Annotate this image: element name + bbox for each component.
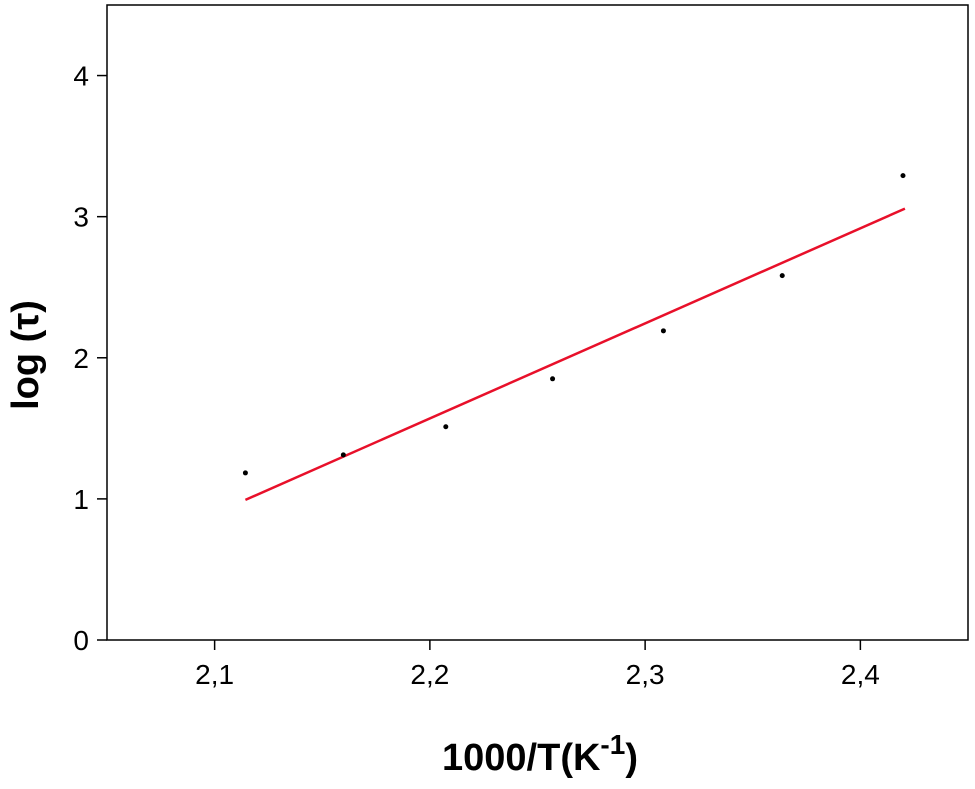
x-tick-label: 2,3 bbox=[626, 659, 665, 690]
plot-frame bbox=[106, 4, 969, 641]
x-axis-label-text: 1000/T(K bbox=[442, 737, 601, 779]
data-point bbox=[242, 470, 248, 476]
x-axis-label: 1000/T(K-1) bbox=[442, 729, 638, 779]
x-axis-label-suffix: ) bbox=[625, 737, 638, 779]
y-tick-label: 4 bbox=[73, 61, 89, 92]
y-tick-label: 0 bbox=[73, 625, 89, 656]
fit-line bbox=[244, 207, 906, 502]
y-tick-label: 2 bbox=[73, 343, 89, 374]
x-tick-label: 2,1 bbox=[195, 659, 234, 690]
y-axis-label: log (τ) bbox=[5, 300, 47, 410]
data-point bbox=[779, 273, 785, 279]
data-point bbox=[443, 424, 449, 430]
y-tick-label: 1 bbox=[73, 484, 89, 515]
data-point bbox=[550, 376, 556, 382]
x-tick-label: 2,4 bbox=[841, 659, 880, 690]
y-tick-label: 3 bbox=[73, 202, 89, 233]
data-point bbox=[660, 328, 666, 334]
x-axis-label-superscript: -1 bbox=[600, 729, 625, 760]
data-point bbox=[340, 452, 346, 458]
x-tick-label: 2,2 bbox=[410, 659, 449, 690]
data-point bbox=[900, 173, 906, 179]
